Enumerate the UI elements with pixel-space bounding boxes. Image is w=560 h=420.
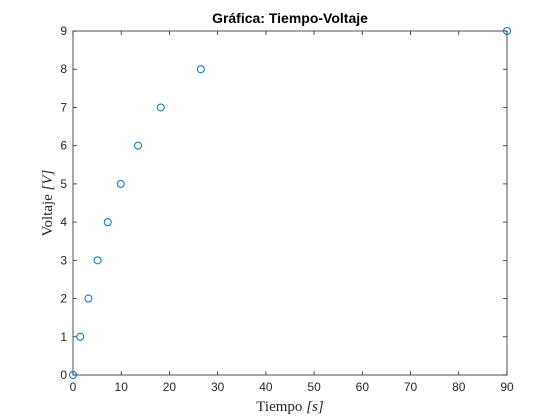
y-tick-label: 6 [60, 139, 67, 153]
x-tick-label: 90 [500, 380, 514, 394]
x-tick-label: 20 [163, 380, 177, 394]
y-axis-label-unit: [V] [40, 169, 56, 190]
x-tick-label: 50 [307, 380, 321, 394]
y-axis-label-text: Voltaje [40, 190, 56, 236]
y-tick-label: 0 [60, 368, 67, 382]
data-point [116, 179, 125, 188]
data-point [93, 256, 102, 265]
data-point [156, 103, 165, 112]
x-tick-label: 70 [404, 380, 418, 394]
data-point [196, 65, 205, 74]
chart-title: Gráfica: Tiempo-Voltaje [212, 10, 368, 26]
data-points [69, 27, 511, 379]
y-axis-label: Voltaje [V] [40, 169, 56, 236]
x-axis-label: Tiempo [s] [256, 399, 324, 415]
plot-area [73, 31, 507, 375]
data-point [503, 27, 511, 35]
data-point [84, 294, 93, 303]
y-tick-label: 9 [60, 24, 67, 38]
data-point [69, 371, 77, 379]
data-point [76, 332, 85, 341]
x-axis-label-text: Tiempo [256, 399, 306, 415]
x-axis-label-unit: [s] [306, 399, 324, 415]
y-tick-label: 8 [60, 62, 67, 76]
x-tick-label: 60 [356, 380, 370, 394]
tick-labels: 0 10 20 30 40 50 60 70 80 90 0 1 2 3 4 5 6 7 8 9 [60, 24, 514, 394]
data-point [134, 141, 143, 150]
y-tick-label: 5 [60, 177, 67, 191]
x-tick-label: 0 [70, 380, 77, 394]
y-tick-label: 7 [60, 100, 67, 114]
y-tick-label: 2 [60, 292, 67, 306]
x-tick-label: 30 [211, 380, 225, 394]
x-tick-label: 10 [115, 380, 129, 394]
y-tick-label: 1 [60, 330, 67, 344]
axes-box [72, 30, 508, 376]
x-tick-label: 40 [259, 380, 273, 394]
y-tick-label: 3 [60, 253, 67, 267]
y-tick-label: 4 [60, 215, 67, 229]
x-tick-label: 80 [452, 380, 466, 394]
data-point [103, 218, 112, 227]
